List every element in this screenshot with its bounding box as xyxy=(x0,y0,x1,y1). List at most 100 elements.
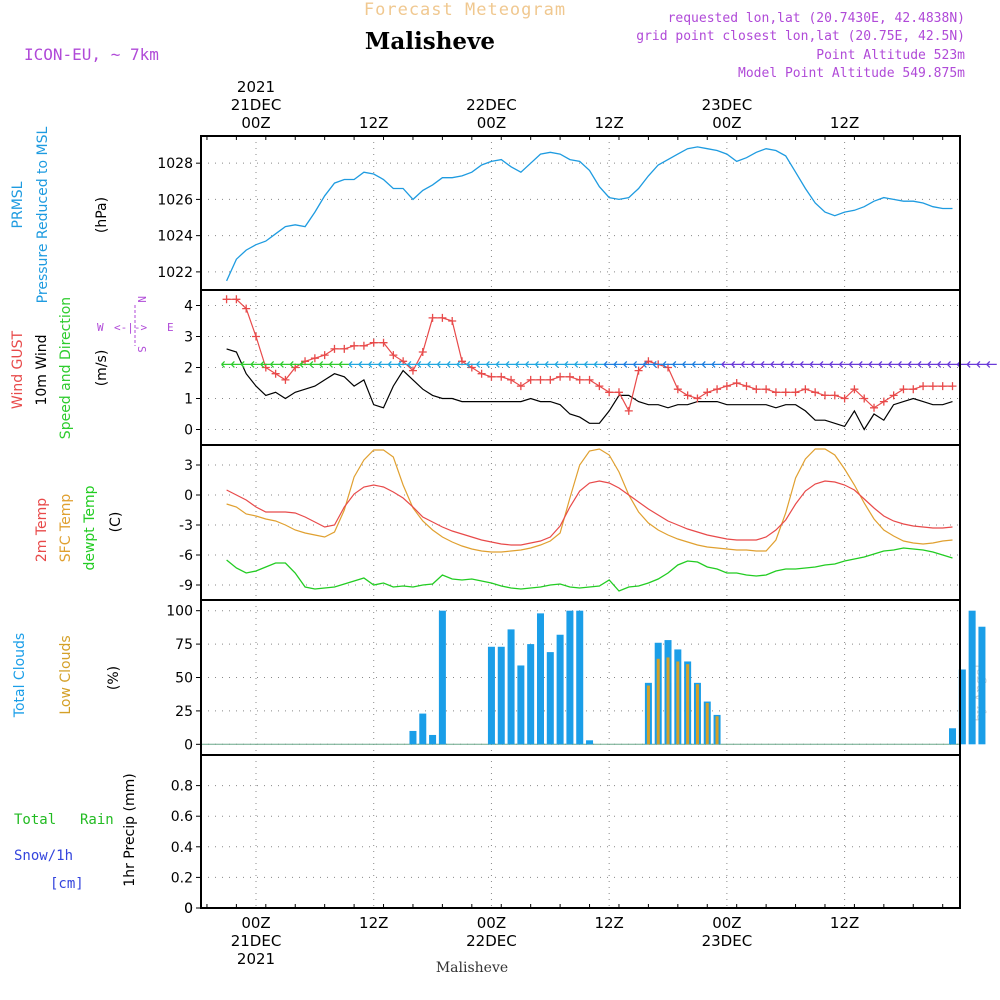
gust-line xyxy=(226,298,953,413)
y-tick-label-2: 0 xyxy=(184,423,193,439)
top-time-label: 12Z xyxy=(594,114,623,132)
wind-speed-line xyxy=(226,348,953,431)
gust-marker xyxy=(310,354,319,363)
total-cloud-bar xyxy=(429,734,437,745)
y-tick-label-3: -3 xyxy=(179,518,193,534)
wind-direction-arrow xyxy=(711,360,723,368)
wind-direction-arrow xyxy=(387,360,399,368)
y-tick-label-3: -6 xyxy=(179,548,193,564)
bottom-time-label: 23DEC xyxy=(702,932,753,950)
wind-label: 10m Wind xyxy=(34,334,50,405)
dewpt-label: dewpt Temp xyxy=(82,485,98,570)
gust-marker xyxy=(860,394,869,403)
gust-marker xyxy=(830,391,839,400)
y-tick-label-4: 100 xyxy=(166,604,193,620)
total-cloud-bar xyxy=(438,610,446,745)
compass-east: E xyxy=(167,321,174,334)
gust-marker xyxy=(507,375,516,384)
y-tick-label-1: 1028 xyxy=(157,156,193,172)
total-cloud-bar xyxy=(409,730,417,745)
wind-direction-arrow xyxy=(574,360,585,368)
total-cloud-bar xyxy=(576,610,584,745)
pressure-label: Pressure Reduced to MSL xyxy=(35,126,51,303)
total-cloud-bar xyxy=(958,669,966,745)
wind-direction-arrow xyxy=(368,360,379,368)
wind-direction-arrow xyxy=(868,360,880,368)
gust-marker xyxy=(546,375,555,384)
top-time-label: 23DEC xyxy=(702,96,753,114)
wind-direction-arrow xyxy=(623,360,634,368)
wind-direction-arrow xyxy=(397,360,409,368)
low-cloud-bar xyxy=(646,685,650,745)
gust-marker xyxy=(350,341,359,350)
wind-direction-arrow xyxy=(554,360,566,368)
low-cloud-bar xyxy=(656,658,660,745)
y-tick-label-2: 2 xyxy=(184,361,193,377)
gust-marker xyxy=(448,317,457,325)
wind-direction-arrow xyxy=(250,360,261,368)
wind-direction-arrow xyxy=(839,360,850,368)
gust-marker xyxy=(526,375,535,384)
gust-marker xyxy=(242,304,251,313)
compass-north: N xyxy=(135,296,148,303)
wind-direction-arrow xyxy=(976,360,987,368)
gust-marker xyxy=(556,372,565,381)
prmsl-label: PRMSL xyxy=(10,181,26,228)
wind-direction-arrow xyxy=(898,360,909,368)
wind-direction-arrow xyxy=(525,360,536,368)
wind-direction-arrow xyxy=(790,360,801,368)
y-tick-label-5: 0 xyxy=(184,901,193,917)
gust-marker xyxy=(271,369,280,378)
gust-marker xyxy=(320,351,329,360)
grid-point-coords: grid point closest lon,lat (20.75E, 42.5… xyxy=(636,29,965,44)
wind-direction-arrow xyxy=(279,360,291,368)
bottom-time-label: 00Z xyxy=(712,914,741,932)
y-tick-label-4: 0 xyxy=(184,737,193,753)
wind-direction-arrow xyxy=(544,360,556,368)
wind-direction-arrow xyxy=(230,360,242,368)
gust-marker xyxy=(614,388,623,397)
gust-marker xyxy=(330,344,339,353)
wind-direction-arrow xyxy=(780,360,791,368)
gust-marker xyxy=(762,385,771,394)
gust-marker xyxy=(899,385,908,394)
wind-direction-arrow xyxy=(260,360,271,368)
top-time-label: 12Z xyxy=(359,114,388,132)
compass-west: W xyxy=(97,321,104,334)
gust-marker xyxy=(820,391,829,400)
total-cloud-bar xyxy=(586,740,594,745)
gust-marker xyxy=(281,375,290,384)
gust-marker xyxy=(389,351,398,360)
wind-direction-arrow xyxy=(240,360,252,368)
panel-frame-2 xyxy=(200,289,961,446)
gust-marker xyxy=(369,338,378,347)
wind-direction-arrow xyxy=(691,360,703,368)
y-tick-label-1: 1026 xyxy=(157,192,193,208)
pressure-unit: (hPa) xyxy=(94,197,110,233)
total-cloud-bar xyxy=(949,728,957,745)
wind-direction-arrow xyxy=(289,360,301,368)
gust-marker xyxy=(252,332,260,341)
low-cloud-bar xyxy=(686,664,690,745)
snow-unit-label: [cm] xyxy=(50,876,84,892)
low-cloud-bar xyxy=(705,702,709,745)
compass-rose: W <-|-> E N S xyxy=(97,296,174,353)
wind-direction-arrow xyxy=(535,360,546,368)
snow-label: Snow/1h xyxy=(14,848,73,864)
y-tick-label-1: 1024 xyxy=(157,229,193,245)
gust-marker xyxy=(222,295,231,304)
gust-marker xyxy=(781,388,790,397)
wind-direction-arrow xyxy=(584,360,595,368)
total-cloud-bar xyxy=(968,610,976,745)
wind-direction-arrow xyxy=(809,360,821,368)
low-cloud-bar xyxy=(695,684,699,745)
wind-direction-arrow xyxy=(986,360,997,368)
gust-marker xyxy=(732,379,741,387)
wind-direction-arrow xyxy=(407,360,418,368)
wind-direction-arrow xyxy=(593,360,605,368)
gust-marker xyxy=(477,369,486,378)
wind-direction-arrow xyxy=(436,360,448,368)
wind-direction-arrow xyxy=(721,360,732,368)
y-tick-label-2: 3 xyxy=(184,330,193,346)
gust-marker xyxy=(742,382,751,391)
